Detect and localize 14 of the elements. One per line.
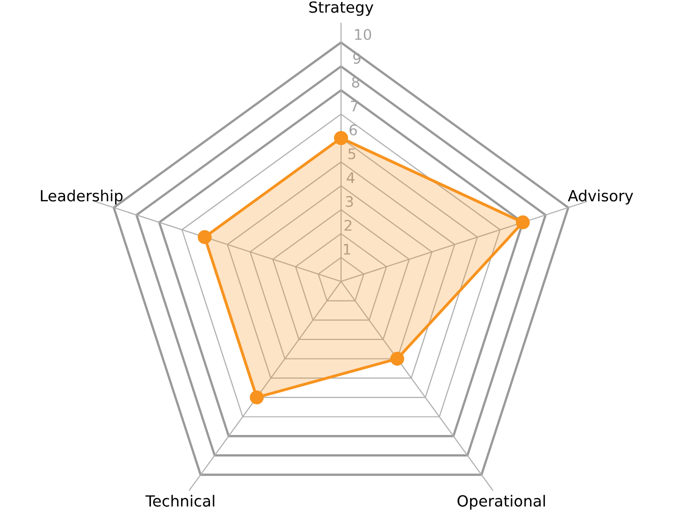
spoke-label: Advisory	[568, 190, 634, 204]
y-tick-label: 1	[344, 244, 350, 255]
spoke-label: Leadership	[40, 190, 123, 204]
spoke-label: Technical	[145, 494, 214, 507]
spoke-label: Operational	[458, 494, 545, 510]
spoke-label: Strategy	[309, 1, 374, 16]
y-tick-label: 3	[346, 196, 353, 208]
y-tick-label: 2	[344, 220, 352, 231]
y-tick-label: 9	[353, 52, 361, 64]
y-tick-label: 6	[350, 124, 357, 136]
y-tick-label: 10	[355, 28, 372, 40]
y-tick-label: 5	[348, 148, 356, 160]
y-tick-label: 4	[346, 172, 355, 183]
y-tick-label: 8	[352, 76, 360, 88]
